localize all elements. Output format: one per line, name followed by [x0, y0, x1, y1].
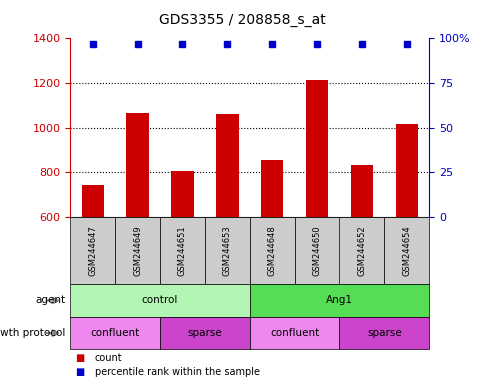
- Text: GSM244650: GSM244650: [312, 225, 321, 276]
- Text: ■: ■: [75, 353, 84, 363]
- Bar: [81, 185, 104, 217]
- Text: percentile rank within the sample: percentile rank within the sample: [94, 367, 259, 377]
- Text: agent: agent: [35, 295, 65, 306]
- Bar: [126, 113, 149, 217]
- Text: GSM244653: GSM244653: [222, 225, 231, 276]
- Text: GSM244649: GSM244649: [133, 225, 142, 276]
- Bar: [395, 124, 417, 217]
- Text: control: control: [141, 295, 178, 306]
- Text: GSM244651: GSM244651: [178, 225, 187, 276]
- Text: GDS3355 / 208858_s_at: GDS3355 / 208858_s_at: [159, 13, 325, 27]
- Text: GSM244648: GSM244648: [267, 225, 276, 276]
- Text: sparse: sparse: [187, 328, 222, 338]
- Text: GSM244654: GSM244654: [401, 225, 410, 276]
- Bar: [350, 164, 372, 217]
- Text: ■: ■: [75, 367, 84, 377]
- Bar: [216, 114, 238, 217]
- Text: count: count: [94, 353, 122, 363]
- Text: GSM244652: GSM244652: [357, 225, 366, 276]
- Text: Ang1: Ang1: [325, 295, 352, 306]
- Text: confluent: confluent: [270, 328, 318, 338]
- Bar: [171, 171, 193, 217]
- Bar: [305, 80, 328, 217]
- Text: growth protocol: growth protocol: [0, 328, 65, 338]
- Text: GSM244647: GSM244647: [88, 225, 97, 276]
- Text: confluent: confluent: [91, 328, 139, 338]
- Bar: [260, 160, 283, 217]
- Text: sparse: sparse: [366, 328, 401, 338]
